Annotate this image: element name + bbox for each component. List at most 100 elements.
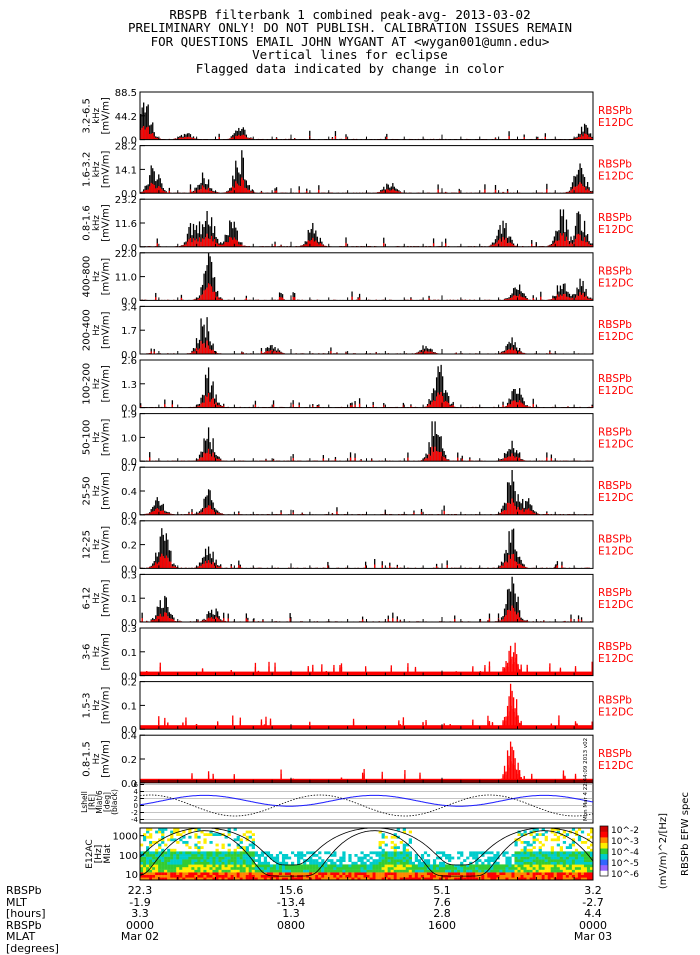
legend-rbspb: RBSPb (598, 426, 632, 438)
avg-bar (155, 562, 156, 568)
avg-bar (546, 189, 547, 193)
legend-rbspb: RBSPb (598, 373, 632, 385)
avg-bar (519, 458, 520, 462)
avg-bar (513, 503, 514, 515)
avg-bar (146, 127, 147, 139)
avg-bar (584, 297, 585, 301)
y-tick-label: 3.4 (121, 302, 137, 313)
avg-bar (228, 618, 229, 622)
avg-bar (315, 240, 316, 246)
y-axis-label-line: [mV/m] (101, 311, 112, 349)
avg-bar (444, 457, 445, 461)
avg-bar (212, 241, 213, 246)
legend-rbspb: RBSPb (598, 319, 632, 331)
legend-e12dc: E12DC (598, 546, 633, 558)
avg-bar (508, 610, 509, 622)
avg-bar (581, 134, 582, 139)
avg-bar (208, 283, 209, 300)
avg-bar (504, 240, 505, 247)
y-tick-label: 22.0 (115, 249, 137, 260)
avg-bar (457, 458, 458, 462)
avg-bar (211, 617, 212, 622)
avg-bar (203, 564, 204, 569)
avg-bar (587, 135, 588, 140)
avg-bar (505, 615, 506, 622)
avg-bar (508, 243, 509, 247)
avg-bar (209, 239, 210, 247)
y-tick-label: 11.0 (115, 273, 137, 284)
avg-bar (581, 241, 582, 247)
avg-bar (200, 189, 201, 193)
avg-bar (241, 178, 242, 194)
y-axis-label-line: [mV/m] (101, 365, 112, 403)
avg-bar (527, 510, 528, 515)
y-tick-label: 0.3 (121, 570, 137, 581)
avg-bar (203, 290, 204, 300)
avg-bar (238, 135, 239, 140)
avg-bar (351, 297, 352, 301)
avg-bar (164, 612, 165, 622)
avg-bar (561, 235, 562, 246)
avg-bar (152, 511, 153, 514)
avg-bar (235, 181, 236, 193)
avg-bar (202, 238, 203, 246)
avg-bar (149, 134, 150, 140)
avg-bar (579, 235, 580, 247)
avg-bar (514, 611, 515, 622)
avg-bar (570, 243, 571, 247)
avg-bar (504, 510, 505, 515)
avg-bar (575, 239, 576, 247)
avg-bar (241, 135, 242, 139)
avg-bar (383, 243, 384, 247)
avg-bar (558, 297, 559, 301)
avg-bar (293, 297, 294, 300)
avg-bar (237, 184, 238, 194)
avg-bar (163, 510, 164, 514)
avg-bar (585, 242, 586, 247)
legend-e12dc: E12DC (598, 599, 633, 611)
avg-bar (507, 350, 508, 354)
avg-bar (206, 189, 207, 193)
avg-bar (155, 509, 156, 515)
avg-bar (575, 187, 576, 193)
avg-bar (152, 184, 153, 193)
avg-bar (208, 560, 209, 568)
avg-bar (576, 295, 577, 300)
avg-bar (149, 457, 150, 461)
avg-bar (238, 185, 239, 193)
avg-bar (157, 188, 158, 193)
avg-bar (317, 243, 318, 247)
avg-bar (510, 243, 511, 247)
avg-bar (582, 293, 583, 300)
avg-bar (205, 395, 206, 407)
avg-bar (505, 561, 506, 568)
avg-bar (511, 606, 512, 622)
avg-bar (511, 401, 512, 407)
avg-bar (205, 508, 206, 515)
avg-bar (229, 237, 230, 247)
avg-bar (496, 242, 497, 246)
avg-bar (170, 619, 171, 622)
y-tick-label: 0.4 (121, 487, 137, 498)
avg-bar (279, 297, 280, 300)
avg-bar (202, 564, 203, 568)
avg-bar (167, 616, 168, 622)
avg-bar (212, 292, 213, 301)
avg-bar (508, 456, 509, 461)
y-tick-label: 0.4 (121, 517, 137, 528)
avg-bar (145, 130, 146, 140)
avg-bar (437, 451, 438, 461)
avg-bar (237, 241, 238, 247)
legend-rbspb: RBSPb (598, 212, 632, 224)
avg-bar (582, 186, 583, 193)
avg-bar (142, 128, 143, 140)
